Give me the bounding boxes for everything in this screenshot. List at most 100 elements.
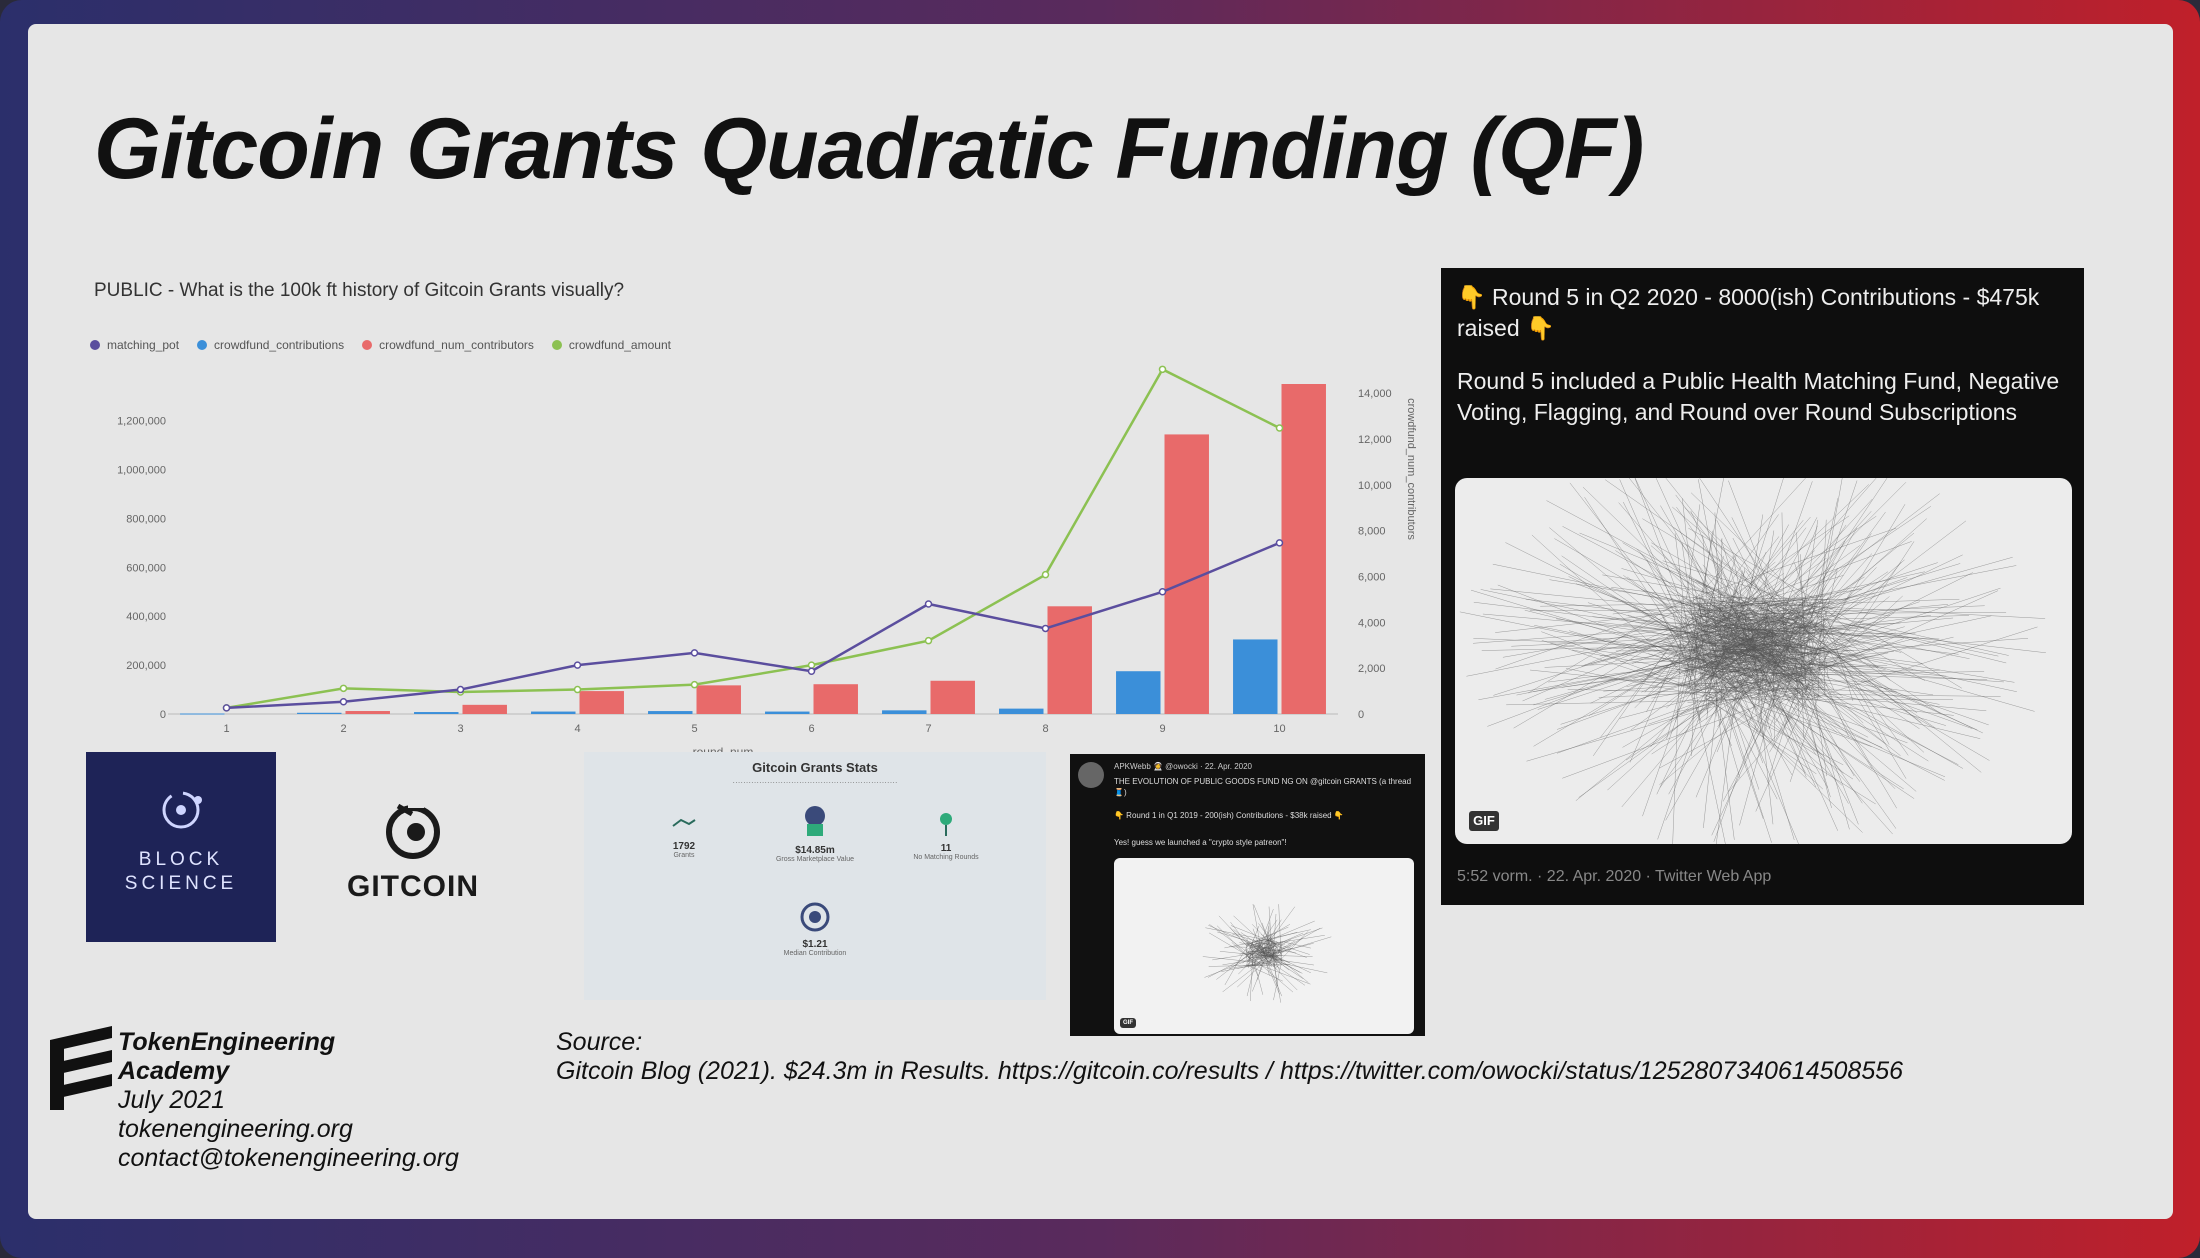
bar-crowdfund-num-contributors	[930, 680, 975, 714]
y2-tick-label: 6,000	[1358, 572, 1386, 584]
y2-tick-label: 0	[1358, 709, 1364, 721]
gitcoin-icon	[386, 798, 440, 859]
legend-item-matching-pot: matching_pot	[90, 338, 179, 352]
tweet-header: APKWebb 👩‍🚀 @owocki · 22. Apr. 2020	[1114, 762, 1253, 771]
tweet-meta: 5:52 vorm. · 22. Apr. 2020 · Twitter Web…	[1457, 868, 1772, 885]
bar-crowdfund-num-contributors	[696, 685, 741, 714]
legend-item-crowdfund-amount: crowdfund_amount	[551, 338, 671, 352]
x-tick-label: 1	[223, 723, 229, 735]
legend-label: crowdfund_amount	[568, 338, 671, 352]
y2-tick-label: 8,000	[1358, 526, 1386, 538]
footer-org: TokenEngineering Academy July 2021 token…	[118, 1028, 459, 1173]
avatar	[1078, 762, 1104, 788]
point-matching-pot	[1041, 624, 1050, 633]
y2-tick-label: 14,000	[1358, 388, 1392, 400]
x-tick-label: 6	[808, 723, 814, 735]
gif-badge: GIF	[1120, 1018, 1136, 1028]
bar-crowdfund-contributions	[882, 710, 927, 714]
x-tick-label: 9	[1159, 723, 1165, 735]
stat-label: Gross Marketplace Value	[775, 856, 855, 863]
stat-label: Median Contribution	[783, 950, 847, 957]
tweet-screenshot-round1: APKWebb 👩‍🚀 @owocki · 22. Apr. 2020 THE …	[1070, 754, 1425, 1036]
stat-gmv: $14.85m Gross Marketplace Value	[755, 800, 875, 863]
gitcoin-wordmark: GITCOIN	[347, 870, 479, 903]
legend-label: crowdfund_num_contributors	[379, 338, 534, 352]
network-edges	[1202, 904, 1332, 1003]
chart-title: PUBLIC - What is the 100k ft history of …	[94, 280, 625, 301]
x-tick-label: 2	[340, 723, 346, 735]
gitcoin-stats-card: Gitcoin Grants Stats ···················…	[584, 752, 1046, 1000]
point-crowdfund-amount	[339, 684, 348, 693]
bar-crowdfund-contributions	[999, 708, 1044, 714]
gif-badge[interactable]: GIF	[1469, 811, 1499, 831]
footer-website[interactable]: tokenengineering.org	[118, 1115, 353, 1143]
org-name-line2: Academy	[118, 1057, 230, 1085]
tweet-line2: 👇 Round 1 in Q1 2019 - 200(ish) Contribu…	[1114, 811, 1344, 820]
stat-grants: 1792 Grants	[624, 812, 744, 859]
point-crowdfund-amount	[690, 680, 699, 689]
x-tick-label: 5	[691, 723, 697, 735]
x-tick-label: 3	[457, 723, 463, 735]
point-matching-pot	[1158, 588, 1167, 596]
point-matching-pot	[690, 649, 699, 657]
chart-legend: matching_pot crowdfund_contributions cro…	[90, 338, 671, 352]
point-crowdfund-amount	[807, 661, 816, 669]
slide: Gitcoin Grants Quadratic Funding (QF) PU…	[28, 24, 2173, 1219]
combo-chart: 0 200,000 400,000 600,000 800,000 1,000,000 1,…	[117, 365, 1417, 759]
stat-value: 11	[940, 843, 952, 854]
y-tick-label: 1,000,000	[117, 465, 166, 477]
network-graph-small	[1202, 904, 1332, 1003]
tweet-round5: 👇 Round 5 in Q2 2020 - 8000(ish) Contrib…	[1441, 268, 2084, 905]
network-edges	[1459, 478, 2046, 844]
stat-value: $14.85m	[795, 845, 835, 856]
bar-crowdfund-contributions	[531, 711, 576, 714]
y2-tick-label: 2,000	[1358, 663, 1386, 675]
stats-subtitle: ········································…	[732, 778, 898, 787]
legend-item-crowdfund-num-contributors: crowdfund_num_contributors	[362, 338, 534, 352]
bar-crowdfund-contributions	[1233, 639, 1278, 714]
tweet-text: THE EVOLUTION OF PUBLIC GOODS FUND NG ON…	[1114, 777, 1412, 797]
bar-crowdfund-num-contributors	[462, 704, 507, 714]
network-graph-image-small: GIF	[1114, 858, 1414, 1034]
blockscience-wordmark: BLOCK SCIENCE	[124, 849, 238, 894]
x-tick-label: 10	[1273, 723, 1285, 735]
bar-crowdfund-num-contributors	[813, 684, 858, 714]
point-crowdfund-amount	[1275, 424, 1284, 432]
point-matching-pot	[456, 685, 465, 694]
bar-crowdfund-num-contributors	[1281, 384, 1326, 714]
point-matching-pot	[1275, 539, 1284, 547]
robot-icon	[805, 806, 825, 836]
stat-median: $1.21 Median Contribution	[755, 900, 875, 957]
tweet-body: Round 5 included a Public Health Matchin…	[1457, 368, 2060, 425]
footer-date: July 2021	[118, 1086, 226, 1114]
network-graph	[1459, 478, 2046, 844]
line-crowdfund-amount	[226, 367, 1281, 710]
point-matching-pot	[807, 667, 816, 675]
point-crowdfund-amount	[573, 685, 582, 694]
bar-crowdfund-contributions	[765, 711, 810, 714]
point-crowdfund-amount	[1158, 365, 1167, 374]
legend-label: matching_pot	[107, 338, 180, 352]
y2-tick-label: 10,000	[1358, 480, 1392, 492]
source-label: Source:	[556, 1028, 643, 1056]
bar-crowdfund-contributions	[1116, 671, 1161, 714]
tweet-headline: 👇 Round 5 in Q2 2020 - 8000(ish) Contrib…	[1457, 284, 2040, 341]
bar-crowdfund-contributions	[648, 711, 693, 714]
bar-crowdfund-contributions	[414, 712, 459, 714]
pin-icon	[940, 813, 952, 836]
network-graph-image[interactable]: GIF	[1455, 478, 2072, 844]
bar-crowdfund-contributions	[180, 713, 225, 715]
gitcoin-logo: GITCOIN	[328, 794, 498, 914]
y2-axis-label: crowdfund_num_contributors	[1405, 398, 1417, 540]
footer-email[interactable]: contact@tokenengineering.org	[118, 1144, 459, 1172]
point-crowdfund-amount	[924, 636, 933, 645]
stat-label: No Matching Rounds	[913, 854, 979, 861]
y-tick-label: 400,000	[126, 611, 166, 623]
bar-crowdfund-num-contributors	[1047, 606, 1092, 714]
stat-value: $1.21	[802, 939, 828, 950]
line-matching-pot	[226, 541, 1280, 710]
org-name-line1: TokenEngineering	[118, 1028, 336, 1056]
source-text[interactable]: Gitcoin Blog (2021). $24.3m in Results. …	[556, 1057, 1904, 1085]
point-matching-pot	[339, 698, 348, 706]
y-tick-label: 1,200,000	[117, 416, 166, 428]
